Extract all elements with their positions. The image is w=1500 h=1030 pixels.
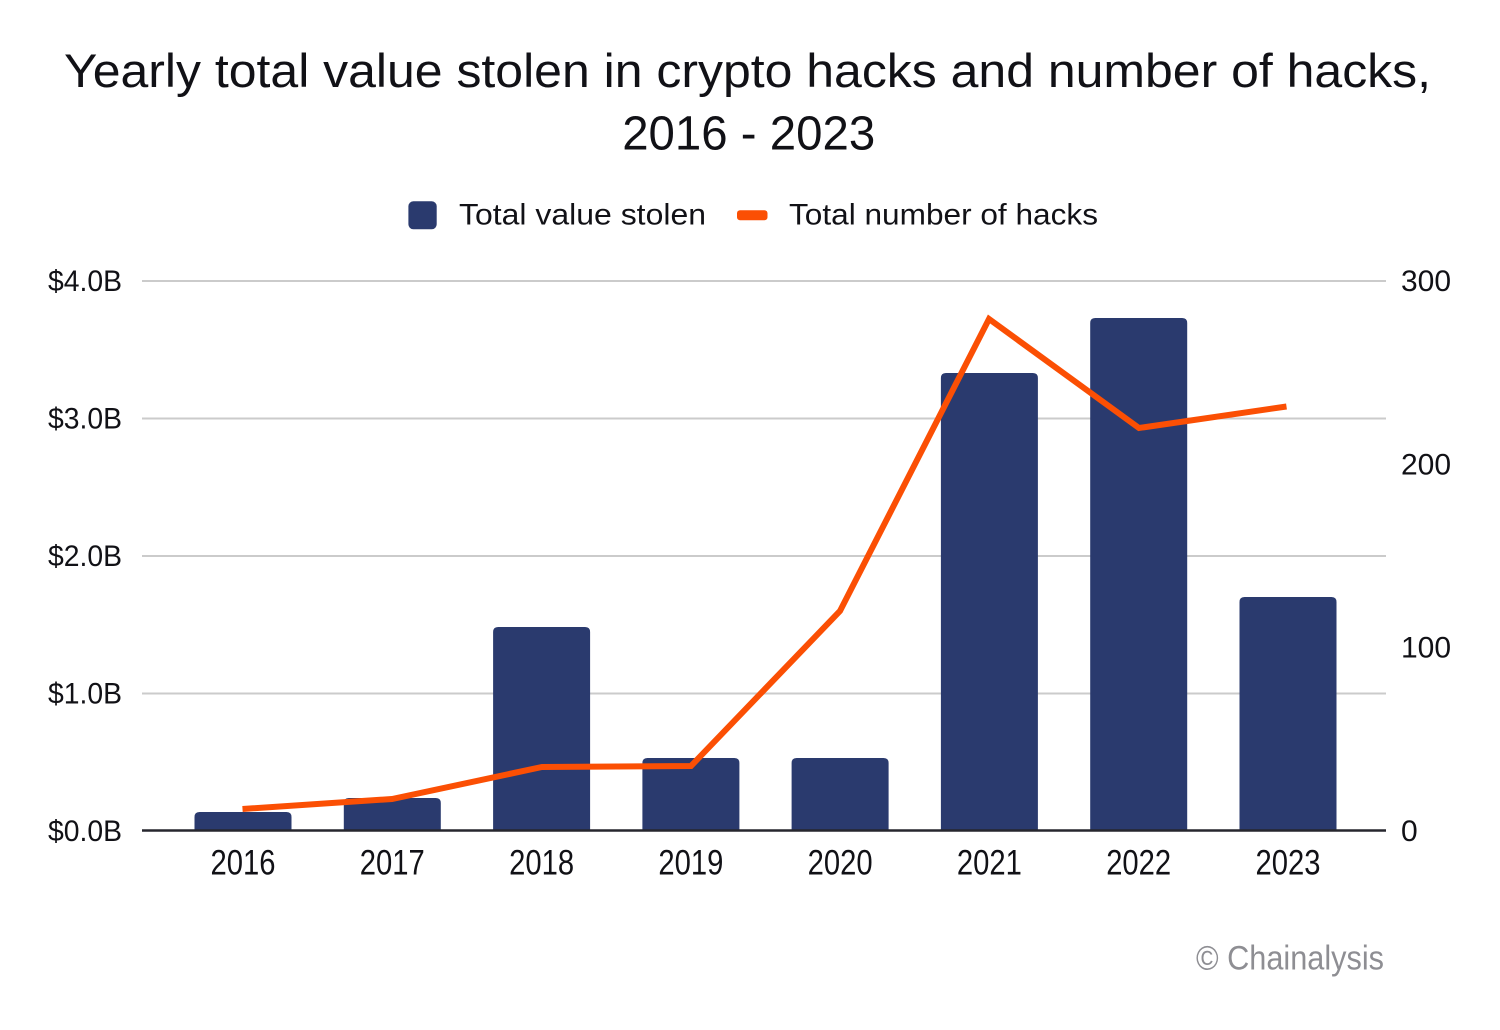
svg-text:2017: 2017: [360, 844, 425, 883]
svg-text:2020: 2020: [808, 844, 873, 883]
svg-text:2021: 2021: [957, 844, 1022, 883]
svg-text:2016 - 2023: 2016 - 2023: [622, 107, 875, 161]
svg-text:$0.0B: $0.0B: [48, 815, 122, 848]
svg-text:2022: 2022: [1106, 844, 1171, 883]
svg-text:Total value stolen: Total value stolen: [459, 199, 706, 232]
svg-text:$4.0B: $4.0B: [48, 265, 122, 298]
svg-text:0: 0: [1401, 815, 1418, 848]
svg-text:2023: 2023: [1256, 844, 1321, 883]
svg-text:100: 100: [1401, 632, 1451, 665]
svg-text:300: 300: [1401, 265, 1451, 298]
svg-text:$3.0B: $3.0B: [48, 403, 122, 436]
svg-text:Total number of hacks: Total number of hacks: [789, 199, 1098, 232]
svg-text:2016: 2016: [211, 844, 276, 883]
svg-text:© Chainalysis: © Chainalysis: [1196, 940, 1384, 978]
svg-text:Yearly total value stolen in c: Yearly total value stolen in crypto hack…: [64, 44, 1431, 97]
svg-text:$1.0B: $1.0B: [48, 678, 122, 711]
svg-text:$2.0B: $2.0B: [48, 540, 122, 573]
svg-text:200: 200: [1401, 448, 1451, 481]
svg-text:2019: 2019: [658, 844, 723, 883]
svg-text:2018: 2018: [509, 844, 574, 883]
